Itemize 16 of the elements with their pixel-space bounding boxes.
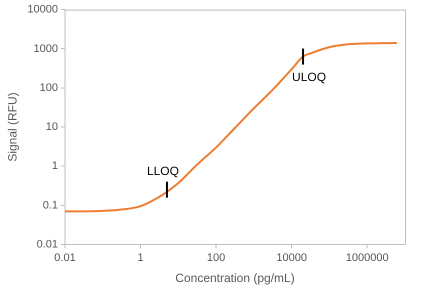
x-tick-label: 1 bbox=[137, 252, 144, 264]
y-tick-label: 1 bbox=[52, 160, 58, 172]
y-tick-label: 10000 bbox=[27, 4, 58, 16]
y-tick-label: 0.1 bbox=[42, 199, 58, 212]
x-tick-label: 10000 bbox=[276, 252, 307, 264]
y-tick-label: 1000 bbox=[34, 42, 58, 55]
y-tick-label: 0.01 bbox=[36, 238, 58, 250]
y-tick-label: 10 bbox=[46, 121, 58, 134]
annotation: ULOQ bbox=[292, 70, 326, 84]
y-axis-title: Signal (RFU) bbox=[6, 92, 20, 162]
annotation: LLOQ bbox=[146, 164, 179, 178]
x-tick-label: 1000000 bbox=[346, 252, 389, 264]
x-axis-title: Concentration (pg/mL) bbox=[175, 271, 295, 286]
x-tick-label: 100 bbox=[206, 252, 226, 264]
x-tick-label: 0.01 bbox=[54, 252, 76, 264]
y-tick-label: 100 bbox=[40, 82, 58, 94]
